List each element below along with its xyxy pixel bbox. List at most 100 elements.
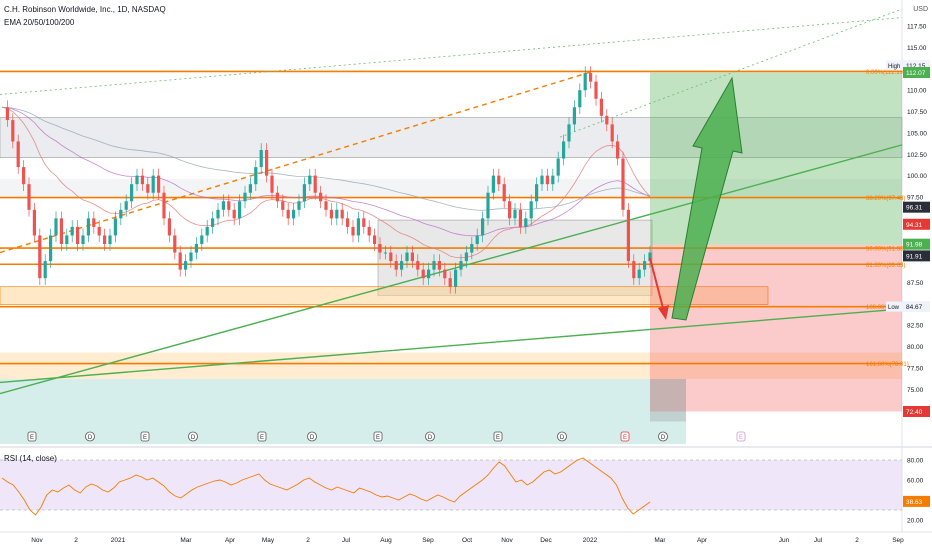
target-tag-bg [903, 66, 930, 78]
candle-body-88 [475, 235, 479, 244]
event-marker-text-5: D [310, 435, 315, 441]
event-marker-text-0: E [30, 435, 34, 441]
candle-body-48 [259, 150, 263, 168]
low-label-bg [886, 301, 903, 312]
candle-body-7 [38, 235, 42, 279]
candle-body-85 [459, 261, 463, 270]
x-tick-12: Dec [540, 537, 552, 544]
candle-body-6 [32, 209, 36, 236]
candle-body-89 [481, 218, 485, 236]
candle-body-26 [140, 175, 144, 185]
candle-body-22 [119, 209, 123, 219]
target-tag: 112.07 [906, 70, 926, 77]
candle-body-46 [248, 184, 252, 193]
candle-body-42 [227, 201, 231, 210]
ema-tag-b-bg [903, 218, 930, 230]
candle-body-120 [648, 252, 652, 262]
rsi-value-bg [903, 495, 930, 507]
event-marker-text-4: E [260, 435, 264, 441]
candle-body-84 [454, 269, 458, 287]
candle-body-66 [356, 218, 360, 236]
event-marker-7 [425, 431, 435, 442]
consolidation-box [377, 219, 653, 296]
event-marker-1 [85, 431, 95, 442]
candle-body-112 [605, 115, 609, 125]
candle-body-40 [216, 209, 220, 219]
candle-body-77 [416, 261, 420, 270]
x-tick-0: Nov [31, 537, 43, 544]
candle-body-9 [49, 235, 53, 262]
teal-zone [0, 379, 686, 444]
high-value-bg [903, 59, 930, 71]
candle-body-18 [97, 226, 101, 236]
trendline-dashed [0, 71, 591, 254]
trendline-steep [0, 144, 903, 395]
event-marker-future [736, 431, 746, 442]
candle-body-4 [22, 167, 26, 185]
candle-body-47 [254, 167, 258, 185]
candle-body-74 [400, 261, 404, 270]
candle-body-103 [556, 158, 560, 176]
candle-body-101 [545, 175, 549, 185]
y-tick-0: 117.50 [907, 24, 927, 31]
x-tick-5: May [262, 537, 275, 544]
candle-body-55 [297, 201, 301, 210]
trendline-shallow [0, 308, 903, 384]
candle-body-15 [81, 235, 85, 244]
ema-tag-a: 96.31 [906, 205, 923, 212]
high-value: 112.15 [906, 63, 926, 70]
candle-body-61 [329, 209, 333, 219]
candle-body-25 [135, 175, 139, 185]
candle-body-82 [443, 269, 447, 279]
event-marker-6 [373, 431, 383, 442]
stop-tag-bg [903, 405, 930, 417]
candle-body-113 [610, 124, 614, 142]
event-marker-text-10: E [623, 435, 627, 441]
candle-body-34 [184, 261, 188, 270]
profit-zone [650, 72, 902, 245]
candle-body-79 [427, 269, 431, 279]
x-tick-17: Jul [814, 537, 823, 544]
ema-tag-a-bg [903, 201, 930, 213]
lower-zone [0, 352, 902, 380]
y-tick-6: 102.50 [907, 152, 927, 159]
candle-body-13 [70, 226, 74, 236]
candle-body-58 [313, 175, 317, 193]
candle-body-19 [103, 235, 107, 244]
fib-label-0: 0.00%(112.19) [866, 70, 905, 76]
event-marker-11 [658, 431, 668, 442]
candle-body-60 [324, 201, 328, 210]
x-tick-2: 2021 [111, 537, 126, 544]
rsi-value: 38.63 [906, 499, 923, 506]
candle-body-92 [497, 175, 501, 185]
candle-body-119 [643, 261, 647, 270]
fib-label-1: 38.20%(97.43) [866, 196, 905, 202]
candle-body-75 [405, 252, 409, 262]
candle-body-8 [43, 261, 47, 279]
event-marker-text-11: D [661, 435, 666, 441]
event-marker-text-6: E [376, 435, 380, 441]
y-tick-5: 105.00 [907, 130, 927, 137]
high-label-bg [886, 60, 903, 71]
low-value: 84.67 [906, 304, 923, 311]
candle-body-33 [178, 252, 182, 270]
candle-body-115 [621, 158, 625, 210]
candle-body-49 [265, 150, 269, 176]
x-tick-13: 2022 [583, 537, 598, 544]
candle-body-90 [486, 192, 490, 219]
candle-body-52 [281, 201, 285, 210]
candle-body-62 [335, 209, 339, 219]
x-tick-14: Mar [654, 537, 666, 544]
candle-body-117 [632, 261, 636, 279]
rsi-tick-3: 20.00 [907, 518, 924, 525]
candle-body-114 [616, 141, 620, 159]
event-marker-text-3: D [191, 435, 196, 441]
rsi-line [1, 457, 651, 516]
indicator-label: EMA 20/50/100/200 [4, 18, 75, 27]
candle-body-31 [167, 218, 171, 236]
candle-body-64 [346, 218, 350, 227]
candle-body-20 [108, 235, 112, 244]
candle-body-41 [221, 201, 225, 210]
candle-body-98 [529, 201, 533, 219]
candle-body-35 [189, 252, 193, 262]
